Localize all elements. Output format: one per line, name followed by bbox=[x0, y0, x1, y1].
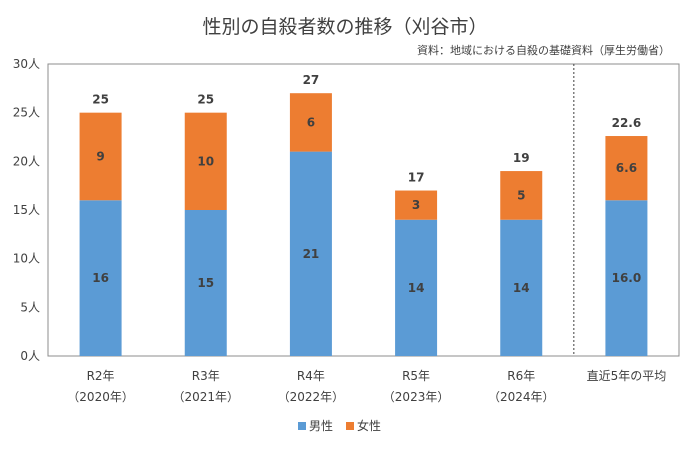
y-tick-label: 0人 bbox=[20, 349, 40, 363]
bar-segment-female bbox=[395, 190, 438, 220]
segment-value-label: 6.6 bbox=[616, 161, 637, 175]
x-tick-label: R6年 bbox=[507, 369, 535, 383]
segment-value-label: 16.0 bbox=[612, 271, 642, 285]
y-tick-label: 30人 bbox=[13, 57, 40, 71]
x-tick-sublabel: （2023年） bbox=[383, 390, 450, 404]
y-tick-label: 10人 bbox=[13, 252, 40, 266]
total-value-label: 25 bbox=[92, 93, 109, 107]
segment-value-label: 21 bbox=[303, 247, 320, 261]
y-tick-label: 25人 bbox=[13, 106, 40, 120]
legend-swatch-female bbox=[346, 422, 354, 430]
x-tick-sublabel: （2020年） bbox=[67, 390, 134, 404]
segment-value-label: 3 bbox=[412, 198, 420, 212]
total-value-label: 17 bbox=[408, 171, 425, 185]
legend: 男性 女性 bbox=[298, 418, 381, 433]
total-value-label: 27 bbox=[303, 73, 320, 87]
bar-segment-female bbox=[184, 112, 227, 210]
legend-swatch-male bbox=[298, 422, 306, 430]
bar-segment-female bbox=[289, 93, 332, 152]
chart-title: 性別の自殺者数の推移（刈谷市） bbox=[202, 16, 487, 38]
data-labels: 16 9 25 15 10 25 21 6 27 14 3 17 14 5 19 16.0 6.6 22.6 bbox=[92, 73, 641, 295]
total-value-label: 22.6 bbox=[612, 116, 642, 130]
x-tick-sublabel: （2021年） bbox=[172, 390, 239, 404]
x-tick-sublabel: （2022年） bbox=[278, 390, 345, 404]
chart-source: 資料：地域における自殺の基礎資料（厚生労働省） bbox=[417, 43, 670, 57]
x-tick-label: R3年 bbox=[192, 369, 220, 383]
bar-segment-female bbox=[500, 171, 543, 220]
segment-value-label: 6 bbox=[307, 115, 315, 129]
legend-label-male: 男性 bbox=[309, 419, 333, 433]
bar-segment-male bbox=[500, 219, 543, 356]
y-tick-label: 20人 bbox=[13, 154, 40, 168]
bar-segment-female bbox=[605, 136, 648, 201]
total-value-label: 25 bbox=[197, 93, 214, 107]
y-tick-label: 15人 bbox=[13, 203, 40, 217]
segment-value-label: 14 bbox=[513, 281, 530, 295]
y-tick-label: 5人 bbox=[20, 300, 40, 314]
x-axis-ticks: R2年 （2020年） R3年 （2021年） R4年 （2022年） R5年 （2023年）… bbox=[67, 369, 666, 404]
bar-segment-male bbox=[79, 200, 122, 356]
x-tick-label: R4年 bbox=[297, 369, 325, 383]
x-tick-sublabel: （2024年） bbox=[488, 390, 555, 404]
total-value-label: 19 bbox=[513, 151, 530, 165]
segment-value-label: 14 bbox=[408, 281, 425, 295]
bar-segment-female bbox=[79, 112, 122, 201]
segment-value-label: 15 bbox=[197, 276, 214, 290]
bar-segment-male bbox=[395, 219, 438, 356]
bars bbox=[79, 93, 648, 356]
segment-value-label: 5 bbox=[517, 188, 525, 202]
x-tick-label: R2年 bbox=[87, 369, 115, 383]
segment-value-label: 10 bbox=[197, 154, 214, 168]
legend-label-female: 女性 bbox=[357, 418, 381, 433]
plot-area-frame bbox=[47, 63, 680, 357]
segment-value-label: 16 bbox=[92, 271, 109, 285]
y-axis-ticks: 0人 5人 10人 15人 20人 25人 30人 bbox=[13, 57, 40, 363]
bar-segment-male bbox=[605, 200, 648, 356]
bar-segment-male bbox=[289, 151, 332, 356]
x-tick-label: 直近5年の平均 bbox=[587, 369, 667, 383]
segment-value-label: 9 bbox=[96, 149, 104, 163]
bar-segment-male bbox=[184, 210, 227, 356]
x-tick-label: R5年 bbox=[402, 369, 430, 383]
